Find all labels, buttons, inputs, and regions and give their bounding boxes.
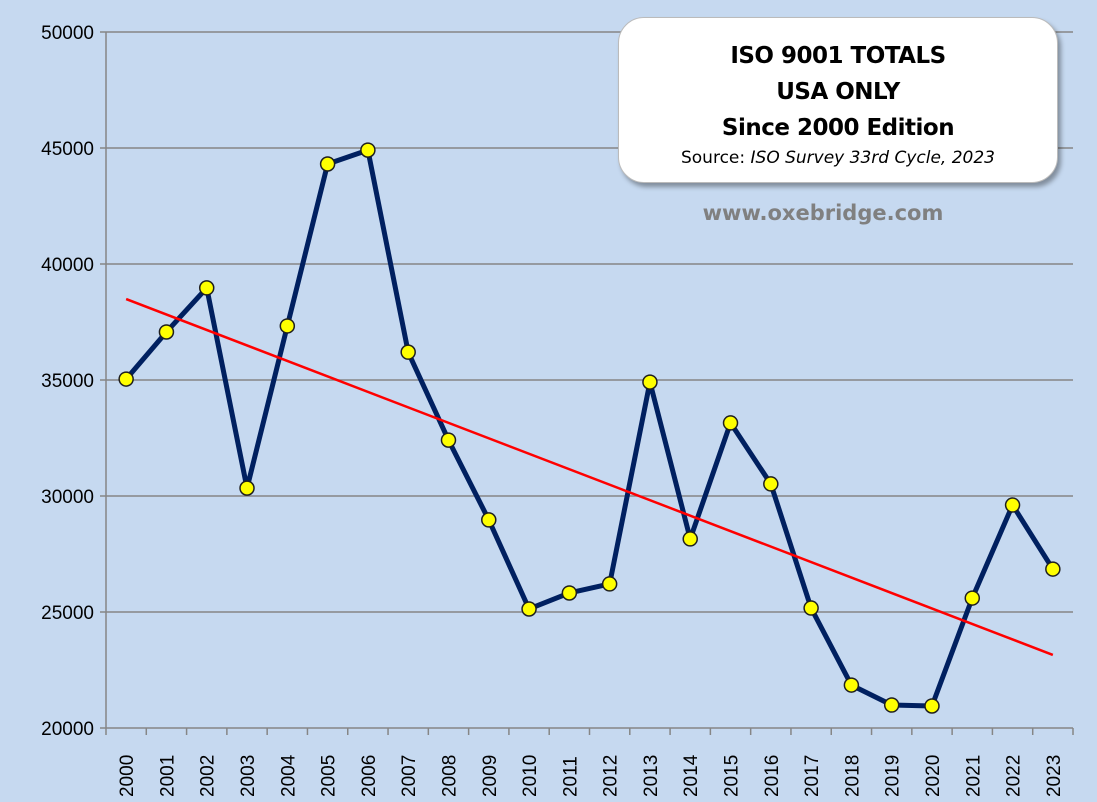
data-point: [198, 280, 215, 296]
data-point: [118, 371, 134, 387]
data-point: [440, 432, 457, 448]
chart-title-box: ISO 9001 TOTALS USA ONLY Since 2000 Edit…: [618, 17, 1058, 183]
x-tick-label: 2005: [319, 755, 340, 797]
data-point: [763, 476, 779, 492]
data-point: [239, 480, 255, 496]
x-tick-label: 2002: [198, 755, 219, 797]
data-point: [803, 600, 819, 616]
x-tick-label: 2018: [842, 755, 863, 797]
data-point: [722, 415, 739, 431]
x-tick-label: 2006: [359, 755, 380, 797]
data-point: [360, 142, 376, 158]
x-tick-label: 2009: [480, 755, 501, 797]
trendline-path: [125, 297, 1054, 657]
data-point: [521, 601, 537, 617]
data-point: [964, 590, 981, 606]
data-point: [1004, 497, 1021, 513]
series-line-path: [124, 147, 1055, 709]
x-tick-label: 2000: [117, 755, 138, 797]
x-tick-label: 2003: [238, 755, 259, 797]
x-tick-label: 2014: [681, 754, 702, 797]
x-tick-label: 2008: [439, 755, 460, 797]
data-point: [642, 374, 658, 390]
x-tick-label: 2010: [520, 755, 541, 797]
x-tick-label: 2020: [923, 755, 944, 797]
x-tick-label: 2022: [1004, 755, 1025, 797]
chart-subtitle-1: USA ONLY: [776, 79, 900, 105]
watermark-url: www.oxebridge.com: [702, 201, 944, 225]
x-axis-ticks: 2000 2001 2002 2003 2004 2005 2006 2007 2008 2009…: [105, 728, 1074, 797]
y-axis-ticks: 20000 25000 30000 35000 40000 45000 50000: [41, 23, 106, 740]
x-tick-label: 2019: [883, 755, 904, 797]
x-tick-label: 2011: [560, 756, 581, 797]
data-point: [883, 697, 900, 713]
x-tick-label: 2016: [762, 755, 783, 797]
data-point: [561, 585, 578, 601]
x-tick-label: 2012: [601, 755, 622, 797]
source-text: ISO Survey 33rd Cycle, 2023: [750, 148, 995, 168]
x-tick-label: 2001: [157, 755, 178, 797]
data-point: [682, 531, 698, 547]
x-tick-label: 2017: [802, 755, 823, 797]
data-point: [481, 512, 497, 528]
y-tick-label: 25000: [41, 603, 94, 624]
x-tick-label: 2004: [278, 754, 299, 797]
data-point: [158, 324, 175, 340]
data-points: [118, 142, 1061, 714]
data-point: [1045, 561, 1061, 577]
y-tick-label: 35000: [41, 371, 94, 392]
chart-subtitle-2: Since 2000 Edition: [721, 115, 955, 141]
chart-source: Source: ISO Survey 33rd Cycle, 2023: [619, 148, 1057, 168]
data-point: [279, 318, 296, 334]
trendline: [125, 297, 1054, 657]
gridlines: [106, 31, 1073, 613]
y-tick-label: 45000: [41, 139, 94, 160]
series-line: [124, 147, 1055, 709]
y-tick-label: 50000: [41, 23, 94, 44]
y-tick-label: 20000: [41, 719, 94, 740]
chart-title: ISO 9001 TOTALS: [730, 43, 946, 69]
y-tick-label: 30000: [41, 487, 94, 508]
data-point: [319, 156, 336, 172]
y-tick-label: 40000: [41, 255, 94, 276]
data-point: [601, 576, 618, 592]
x-tick-label: 2007: [399, 755, 420, 797]
data-point: [400, 344, 416, 360]
x-tick-label: 2013: [641, 755, 662, 797]
source-label: Source:: [680, 148, 746, 168]
data-point: [843, 677, 860, 693]
data-point: [924, 698, 940, 714]
x-tick-label: 2021: [963, 755, 984, 797]
x-tick-label: 2023: [1044, 755, 1065, 797]
x-tick-label: 2015: [722, 755, 743, 797]
